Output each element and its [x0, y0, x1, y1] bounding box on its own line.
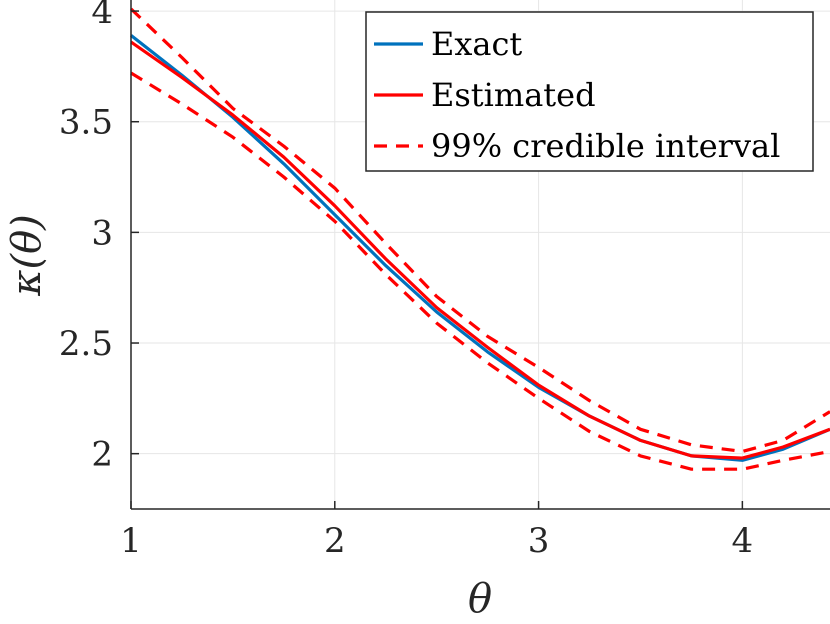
interval-bound-line [130, 71, 830, 471]
legend-label: Estimated [431, 76, 596, 114]
y-axis-label: κ(θ) [4, 214, 50, 297]
y-tick-label: 4 [91, 0, 113, 32]
x-tick-label: 4 [732, 521, 754, 561]
x-tick-label: 3 [528, 521, 550, 561]
y-tick-label: 2 [91, 435, 113, 475]
tick-labels: 1 2 3 4 2 2.5 3 3.5 4 [59, 0, 753, 561]
x-tick-label: 2 [324, 521, 346, 561]
ticks [130, 10, 744, 509]
axes [130, 0, 830, 510]
series-line-estimated [130, 40, 830, 460]
legend-label: Exact [431, 25, 522, 63]
series-layer [129, 7, 830, 471]
legend-box [365, 11, 814, 172]
interval-bound-line [129, 7, 830, 454]
x-axis-label: θ [468, 576, 492, 622]
y-tick-label: 3.5 [59, 103, 113, 143]
legend-label: 99% credible interval [431, 127, 780, 165]
y-tick-label: 2.5 [59, 324, 113, 364]
y-tick-label: 3 [91, 213, 113, 253]
x-tick-label: 1 [120, 521, 142, 561]
legend: Exact Estimated 99% credible interval [365, 11, 814, 172]
